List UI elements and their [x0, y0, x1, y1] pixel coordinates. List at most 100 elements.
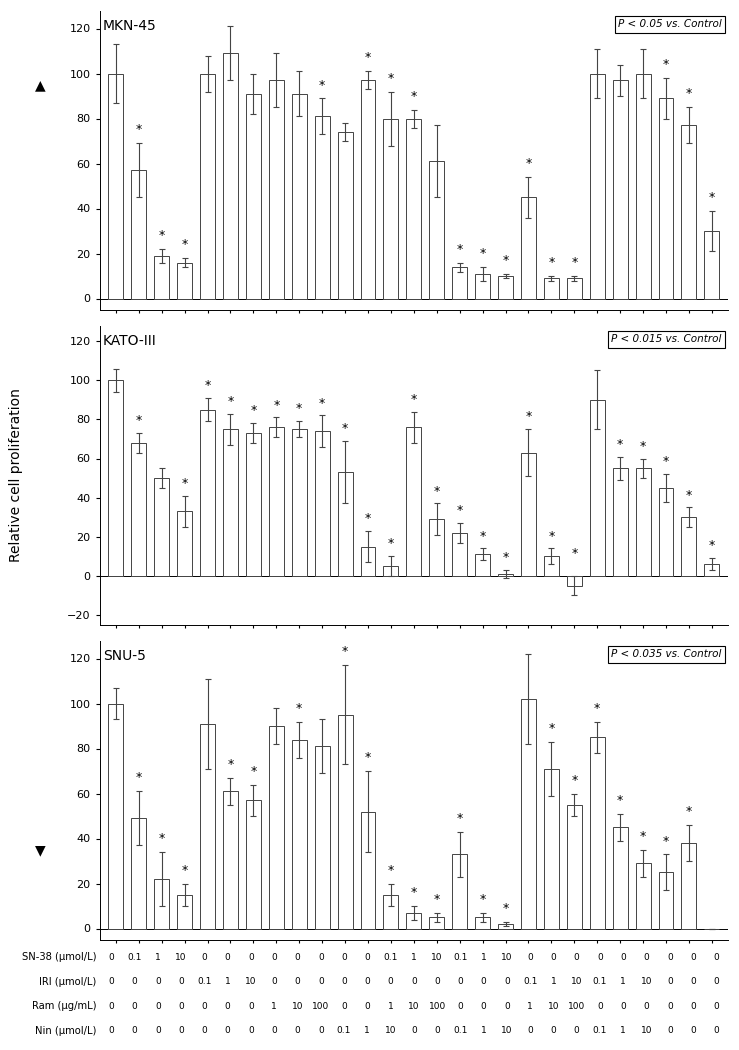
Text: 0: 0	[597, 1002, 603, 1011]
Text: 10: 10	[432, 952, 443, 962]
Text: 100: 100	[568, 1002, 585, 1011]
Text: 0: 0	[341, 978, 347, 986]
Bar	[154, 879, 169, 928]
Bar	[154, 478, 169, 575]
Text: *: *	[709, 540, 715, 552]
Text: 10: 10	[641, 978, 653, 986]
Text: *: *	[686, 805, 692, 818]
Text: *: *	[296, 701, 302, 715]
Text: *: *	[594, 701, 600, 715]
Text: 0: 0	[364, 1002, 370, 1011]
Text: 0: 0	[713, 978, 719, 986]
Text: 0.1: 0.1	[337, 1026, 351, 1035]
Text: *: *	[182, 477, 188, 489]
Bar	[544, 278, 559, 298]
Bar	[636, 863, 650, 928]
Text: 1: 1	[388, 1002, 393, 1011]
Text: 0: 0	[667, 952, 672, 962]
Text: 100: 100	[312, 1002, 330, 1011]
Text: *: *	[640, 830, 646, 843]
Bar	[246, 433, 261, 575]
Text: *: *	[388, 538, 394, 550]
Text: 0: 0	[202, 1026, 208, 1035]
Bar	[498, 924, 513, 928]
Text: SN-38 (μmol/L): SN-38 (μmol/L)	[21, 952, 96, 962]
Bar	[658, 99, 673, 298]
Text: 0: 0	[690, 1026, 696, 1035]
Bar	[498, 574, 513, 575]
Bar	[246, 93, 261, 298]
Text: 0: 0	[178, 978, 184, 986]
Bar	[132, 443, 146, 575]
Bar	[681, 125, 696, 298]
Text: 0.1: 0.1	[523, 978, 537, 986]
Bar	[269, 726, 284, 928]
Text: 0.1: 0.1	[593, 978, 607, 986]
Text: 0: 0	[713, 1002, 719, 1011]
Text: *: *	[480, 529, 486, 543]
Text: 0: 0	[364, 952, 370, 962]
Text: 1: 1	[225, 978, 231, 986]
Text: ▼: ▼	[35, 843, 46, 857]
Text: 0: 0	[481, 1002, 486, 1011]
Text: *: *	[548, 722, 554, 735]
Text: *: *	[411, 886, 417, 899]
Text: 0: 0	[318, 952, 324, 962]
Text: *: *	[136, 124, 142, 136]
Text: 0: 0	[202, 1002, 208, 1011]
Text: *: *	[525, 411, 531, 423]
Bar	[567, 575, 582, 586]
Text: 0: 0	[295, 952, 300, 962]
Bar	[406, 427, 421, 575]
Bar	[452, 532, 467, 575]
Text: 0: 0	[457, 1002, 463, 1011]
Text: 0: 0	[573, 952, 579, 962]
Text: 0: 0	[109, 1026, 115, 1035]
Text: 0: 0	[435, 978, 440, 986]
Text: Ram (μg/mL): Ram (μg/mL)	[32, 1002, 96, 1011]
Text: *: *	[365, 512, 371, 525]
Text: *: *	[709, 191, 715, 204]
Text: *: *	[228, 758, 234, 771]
Bar	[704, 564, 719, 575]
Text: 0: 0	[713, 952, 719, 962]
Bar	[154, 256, 169, 298]
Text: 0: 0	[341, 1002, 347, 1011]
Text: *: *	[296, 402, 302, 416]
Text: 0: 0	[690, 978, 696, 986]
Text: *: *	[457, 504, 463, 518]
Text: 0: 0	[225, 952, 231, 962]
Text: 0: 0	[690, 952, 696, 962]
Text: 0: 0	[225, 1026, 231, 1035]
Bar	[132, 818, 146, 928]
Bar	[429, 519, 444, 575]
Text: 0.1: 0.1	[453, 1026, 468, 1035]
Bar	[521, 453, 536, 575]
Bar	[177, 262, 192, 298]
Text: *: *	[617, 438, 623, 450]
Text: *: *	[388, 71, 394, 85]
Text: *: *	[251, 764, 256, 778]
Bar	[223, 54, 238, 298]
Text: 0: 0	[109, 952, 115, 962]
Bar	[109, 704, 123, 928]
Bar	[109, 380, 123, 575]
Text: *: *	[617, 794, 623, 807]
Text: 0: 0	[248, 952, 254, 962]
Bar	[406, 119, 421, 298]
Text: 1: 1	[271, 1002, 277, 1011]
Text: *: *	[136, 414, 142, 427]
Bar	[384, 895, 398, 928]
Text: *: *	[457, 243, 463, 256]
Text: 1: 1	[155, 952, 161, 962]
Text: 10: 10	[501, 1026, 513, 1035]
Text: 1: 1	[620, 1026, 626, 1035]
Bar	[429, 918, 444, 928]
Bar	[177, 511, 192, 575]
Text: 10: 10	[175, 952, 187, 962]
Text: *: *	[480, 892, 486, 906]
Text: 0: 0	[132, 1002, 137, 1011]
Text: *: *	[457, 812, 463, 825]
Text: 10: 10	[292, 1002, 303, 1011]
Text: ▲: ▲	[35, 79, 46, 92]
